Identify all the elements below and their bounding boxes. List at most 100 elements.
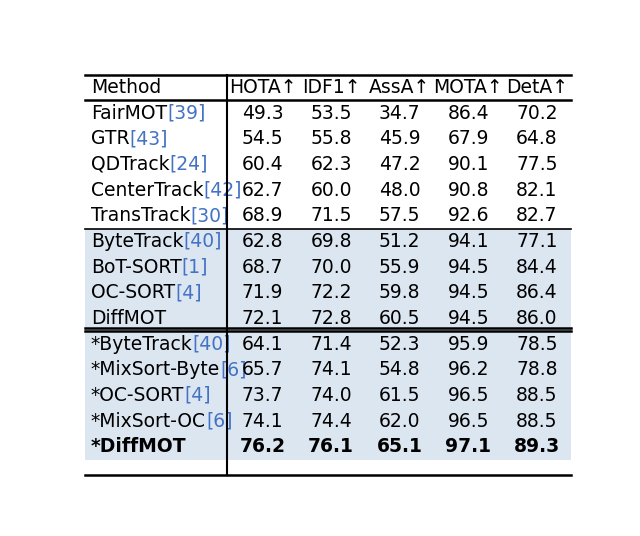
Bar (85, 177, 571, 203)
Bar (85, 434, 571, 459)
Text: 64.1: 64.1 (242, 334, 284, 354)
Text: *MixSort-Byte: *MixSort-Byte (91, 360, 220, 379)
Text: 90.8: 90.8 (447, 181, 489, 199)
Text: HOTA↑: HOTA↑ (229, 78, 296, 97)
Text: 90.1: 90.1 (447, 155, 489, 174)
Text: [6]: [6] (220, 360, 246, 379)
Text: 86.4: 86.4 (447, 103, 489, 123)
Text: [43]: [43] (129, 129, 168, 148)
Bar (85, 408, 571, 434)
Text: QDTrack: QDTrack (91, 155, 170, 174)
Text: DiffMOT: DiffMOT (91, 309, 166, 328)
Bar (85, 280, 571, 306)
Text: 65.7: 65.7 (242, 360, 284, 379)
Text: 88.5: 88.5 (516, 386, 557, 405)
Text: [6]: [6] (206, 412, 232, 430)
Text: 94.5: 94.5 (447, 258, 489, 277)
Text: *OC-SORT: *OC-SORT (91, 386, 184, 405)
Text: [24]: [24] (170, 155, 208, 174)
Text: ByteTrack: ByteTrack (91, 232, 184, 251)
Text: 78.5: 78.5 (516, 334, 557, 354)
Bar (85, 75, 571, 100)
Bar (85, 229, 571, 254)
Text: *DiffMOT: *DiffMOT (91, 437, 186, 456)
Text: FairMOT: FairMOT (91, 103, 167, 123)
Text: 54.8: 54.8 (379, 360, 420, 379)
Text: 74.4: 74.4 (310, 412, 352, 430)
Text: 60.4: 60.4 (242, 155, 284, 174)
Text: 71.9: 71.9 (242, 283, 284, 302)
Text: 84.4: 84.4 (516, 258, 557, 277)
Text: 82.7: 82.7 (516, 206, 557, 225)
Text: [4]: [4] (184, 386, 211, 405)
Text: 70.2: 70.2 (516, 103, 557, 123)
Text: 88.5: 88.5 (516, 412, 557, 430)
Bar (85, 203, 571, 229)
Text: 94.5: 94.5 (447, 309, 489, 328)
Text: 60.0: 60.0 (310, 181, 352, 199)
Bar (85, 152, 571, 177)
Text: *MixSort-OC: *MixSort-OC (91, 412, 206, 430)
Text: [4]: [4] (175, 283, 202, 302)
Text: 86.0: 86.0 (516, 309, 557, 328)
Text: 72.8: 72.8 (310, 309, 352, 328)
Text: [42]: [42] (204, 181, 242, 199)
Text: 57.5: 57.5 (379, 206, 420, 225)
Text: *ByteTrack: *ByteTrack (91, 334, 193, 354)
Text: 48.0: 48.0 (379, 181, 420, 199)
Text: 65.1: 65.1 (377, 437, 422, 456)
Text: 62.3: 62.3 (310, 155, 352, 174)
Text: 78.8: 78.8 (516, 360, 557, 379)
Text: 94.5: 94.5 (447, 283, 489, 302)
Text: 72.1: 72.1 (242, 309, 284, 328)
Text: 71.5: 71.5 (310, 206, 352, 225)
Text: 55.8: 55.8 (310, 129, 352, 148)
Text: 62.7: 62.7 (242, 181, 284, 199)
Text: 89.3: 89.3 (514, 437, 560, 456)
Text: 51.2: 51.2 (379, 232, 420, 251)
Text: 86.4: 86.4 (516, 283, 557, 302)
Text: 77.5: 77.5 (516, 155, 557, 174)
Text: 76.1: 76.1 (308, 437, 354, 456)
Text: 49.3: 49.3 (242, 103, 284, 123)
Text: [40]: [40] (193, 334, 231, 354)
Text: 68.7: 68.7 (242, 258, 284, 277)
Text: 97.1: 97.1 (445, 437, 492, 456)
Bar (85, 331, 571, 357)
Text: OC-SORT: OC-SORT (91, 283, 175, 302)
Text: 53.5: 53.5 (310, 103, 352, 123)
Text: 95.9: 95.9 (447, 334, 489, 354)
Text: 64.8: 64.8 (516, 129, 557, 148)
Text: 60.5: 60.5 (379, 309, 420, 328)
Text: 52.3: 52.3 (379, 334, 420, 354)
Text: 67.9: 67.9 (447, 129, 489, 148)
Text: [39]: [39] (167, 103, 205, 123)
Text: 82.1: 82.1 (516, 181, 557, 199)
Bar (85, 254, 571, 280)
Text: 96.5: 96.5 (447, 412, 489, 430)
Text: 34.7: 34.7 (379, 103, 420, 123)
Text: 94.1: 94.1 (447, 232, 489, 251)
Bar (85, 100, 571, 126)
Bar (85, 357, 571, 383)
Text: TransTrack: TransTrack (91, 206, 191, 225)
Text: [40]: [40] (184, 232, 222, 251)
Text: 96.5: 96.5 (447, 386, 489, 405)
Bar (85, 126, 571, 152)
Text: DetA↑: DetA↑ (506, 78, 568, 97)
Text: 71.4: 71.4 (310, 334, 352, 354)
Text: 70.0: 70.0 (310, 258, 352, 277)
Text: 96.2: 96.2 (447, 360, 489, 379)
Bar (85, 306, 571, 331)
Text: 54.5: 54.5 (242, 129, 284, 148)
Text: GTR: GTR (91, 129, 129, 148)
Text: 47.2: 47.2 (379, 155, 420, 174)
Text: AssA↑: AssA↑ (369, 78, 430, 97)
Text: 72.2: 72.2 (310, 283, 352, 302)
Text: 76.2: 76.2 (239, 437, 285, 456)
Text: [1]: [1] (182, 258, 208, 277)
Text: 61.5: 61.5 (379, 386, 420, 405)
Text: 59.8: 59.8 (379, 283, 420, 302)
Text: 74.1: 74.1 (242, 412, 284, 430)
Text: 55.9: 55.9 (379, 258, 420, 277)
